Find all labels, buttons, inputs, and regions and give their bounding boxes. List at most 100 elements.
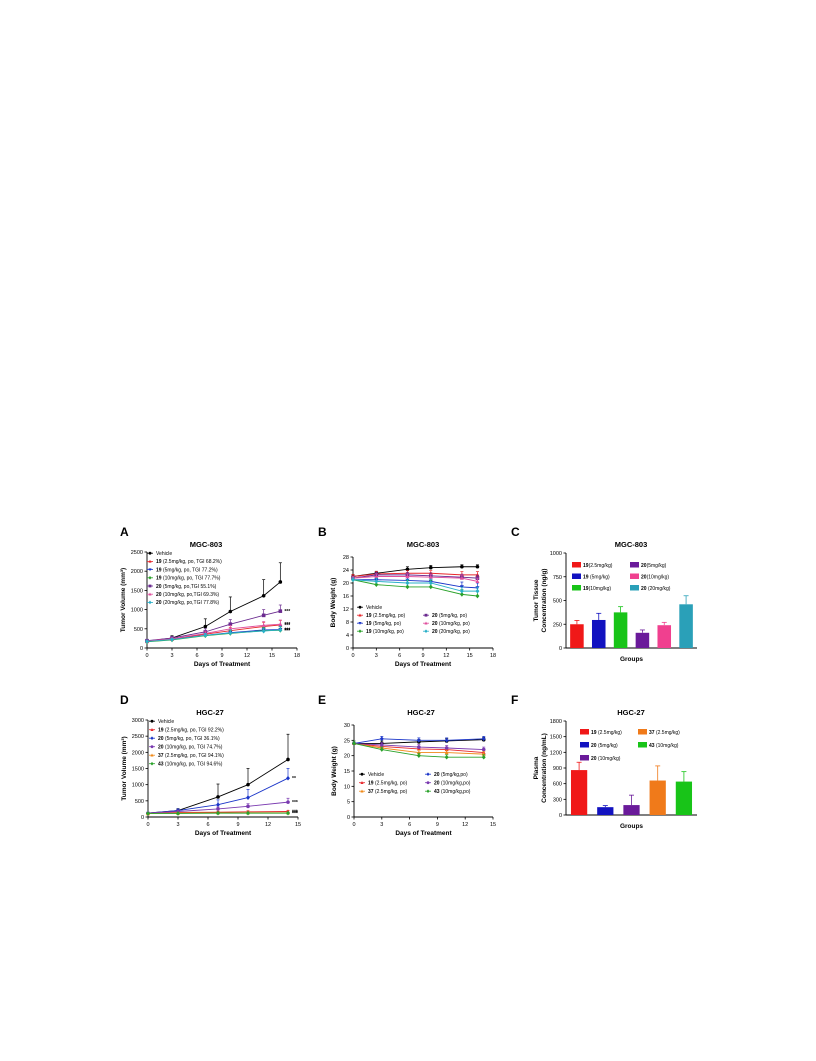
y-tick-label: 30 [344,723,350,729]
y-tick-label: 8 [346,620,349,626]
significance-label: *** [284,609,290,615]
legend-entry: 19(10mg/kg) [583,586,611,592]
legend-entry: 20 (10mg/kg) [591,756,621,762]
legend-entry: Vehicle [158,719,174,725]
x-tick-label: 15 [467,653,473,659]
x-tick-label: 12 [462,822,468,828]
legend-entry: 20 (5mg/kg, po) [432,613,467,619]
data-point [286,758,290,762]
y-tick-label: 0 [559,813,562,819]
bar-group-1 [592,613,606,648]
x-tick-label: 3 [380,822,383,828]
legend-entry: 19 (5mg/kg) [583,575,610,581]
legend-entry: 43 (10mg/kg) [649,743,679,749]
panel-letter: B [318,525,327,539]
legend-entry: 43 (10mg/kg, po, TGI 94.6%) [158,762,223,768]
y-tick-label: 1000 [132,783,144,789]
data-point [405,581,409,586]
legend-marker [150,736,153,740]
data-point [445,755,449,760]
legend-entry: 19 (10mg/kg, po) [366,629,404,635]
y-axis-label-line: Body Weight (g) [330,578,337,628]
bar-group-0 [571,762,587,815]
y-axis-label: Tumor TissueConcentration (ng/g) [533,569,548,633]
x-tick-label: 9 [421,653,424,659]
x-tick-label: 12 [265,822,271,828]
bar [657,625,671,648]
bar [592,620,606,648]
legend-swatch [638,729,647,735]
y-tick-label: 0 [140,646,143,652]
y-tick-label: 28 [343,555,349,561]
y-tick-label: 5 [347,800,350,806]
legend-series-desc: (5mg/kg, po) [438,613,468,619]
legend-swatch [580,742,589,748]
series-line [353,580,477,591]
legend-entry: 19(2.5mg/kg) [583,563,613,569]
x-axis-label: Days of Treatment [395,661,452,668]
data-point [429,566,433,570]
x-axis-label: Groups [620,656,643,663]
x-tick-label: 6 [206,822,209,828]
legend-marker [149,552,152,555]
data-point [482,748,486,752]
legend-swatch [638,742,647,748]
y-tick-label: 1500 [131,588,143,594]
legend-entry: Vehicle [368,772,384,778]
legend-swatch [630,574,639,580]
x-tick-label: 9 [236,822,239,828]
legend-series-desc: (10mg/kg, po) [372,629,405,635]
legend-entry: 19 (5mg/kg, po, TGI 77.2%) [156,567,218,573]
bar-group-4 [676,772,692,815]
y-tick-label: 15 [344,769,350,775]
data-point [204,625,208,629]
legend-marker [151,745,154,748]
chart-title: MGC-803 [615,540,648,549]
y-tick-label: 24 [343,568,349,574]
legend-entry: 19 (2.5mg/kg, po, TGI 92.2%) [158,728,224,734]
x-axis-label: Days of Treatment [195,830,252,837]
x-tick-label: 6 [408,822,411,828]
bar-group-3 [636,630,650,648]
y-tick-label: 10 [344,784,350,790]
panel-letter: C [511,525,520,539]
legend-marker [149,585,152,588]
data-point [216,802,220,807]
legend-entry: 20 (10mg/kg, po) [432,621,470,627]
y-axis-label-line: Tumor Tissue [533,579,540,621]
data-point [262,614,266,618]
legend-series-desc: (10mg/kg) [597,756,621,762]
legend-marker [425,614,428,617]
legend-series-desc: (5mg/kg) [597,743,618,749]
panel-letter: E [318,693,326,707]
data-point [475,589,479,594]
legend-swatch [572,574,581,580]
data-point [380,743,384,747]
legend-entry: 20 (5mg/kg, po, TGI 36.1%) [158,736,220,742]
y-tick-label: 500 [134,627,143,633]
legend-marker [148,601,151,605]
legend-series-desc: (5mg/kg) [589,575,610,581]
x-tick-label: 9 [436,822,439,828]
x-tick-label: 0 [351,653,354,659]
legend-series-desc: Vehicle [158,719,174,725]
bar-group-5 [679,596,693,648]
legend-series-desc: (5mg/kg, po,TGI 55.1%) [162,584,217,590]
bar [679,604,693,648]
y-tick-label: 1500 [550,735,562,741]
x-tick-label: 12 [244,653,250,659]
legend-series-desc: (10mg/kg,po) [440,781,471,787]
y-tick-label: 750 [553,575,562,581]
x-axis-label: Days of Treatment [395,830,452,837]
y-tick-label: 25 [344,738,350,744]
data-point [246,795,250,800]
legend-marker [427,781,430,784]
legend-marker [150,762,153,766]
chart-title: HGC-27 [196,708,224,717]
legend-entry: 20 (20mg/kg, po) [432,629,470,635]
y-tick-label: 16 [343,594,349,600]
bar [614,612,628,648]
